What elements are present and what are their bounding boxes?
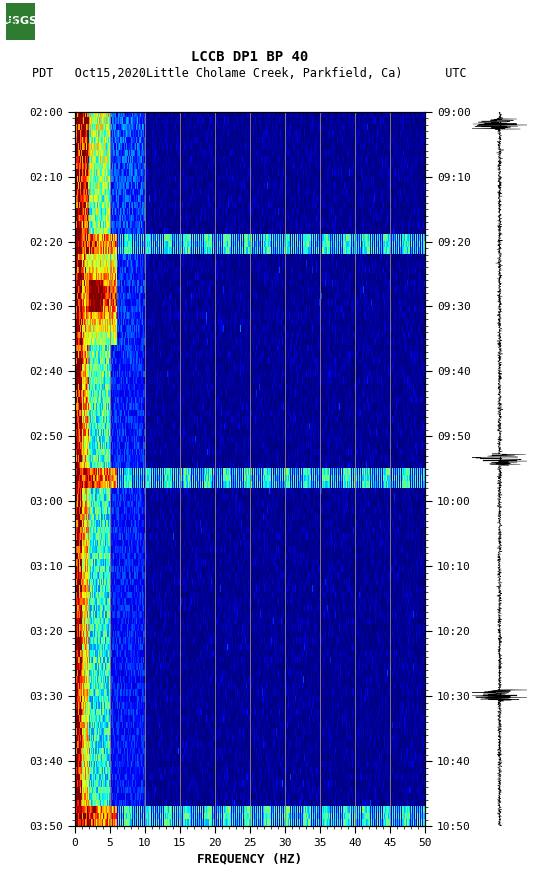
- FancyBboxPatch shape: [6, 3, 35, 40]
- Text: ≋: ≋: [6, 14, 17, 29]
- Text: USGS: USGS: [3, 16, 38, 27]
- X-axis label: FREQUENCY (HZ): FREQUENCY (HZ): [197, 852, 302, 865]
- Text: LCCB DP1 BP 40: LCCB DP1 BP 40: [191, 50, 309, 64]
- Text: PDT   Oct15,2020Little Cholame Creek, Parkfield, Ca)      UTC: PDT Oct15,2020Little Cholame Creek, Park…: [33, 67, 467, 79]
